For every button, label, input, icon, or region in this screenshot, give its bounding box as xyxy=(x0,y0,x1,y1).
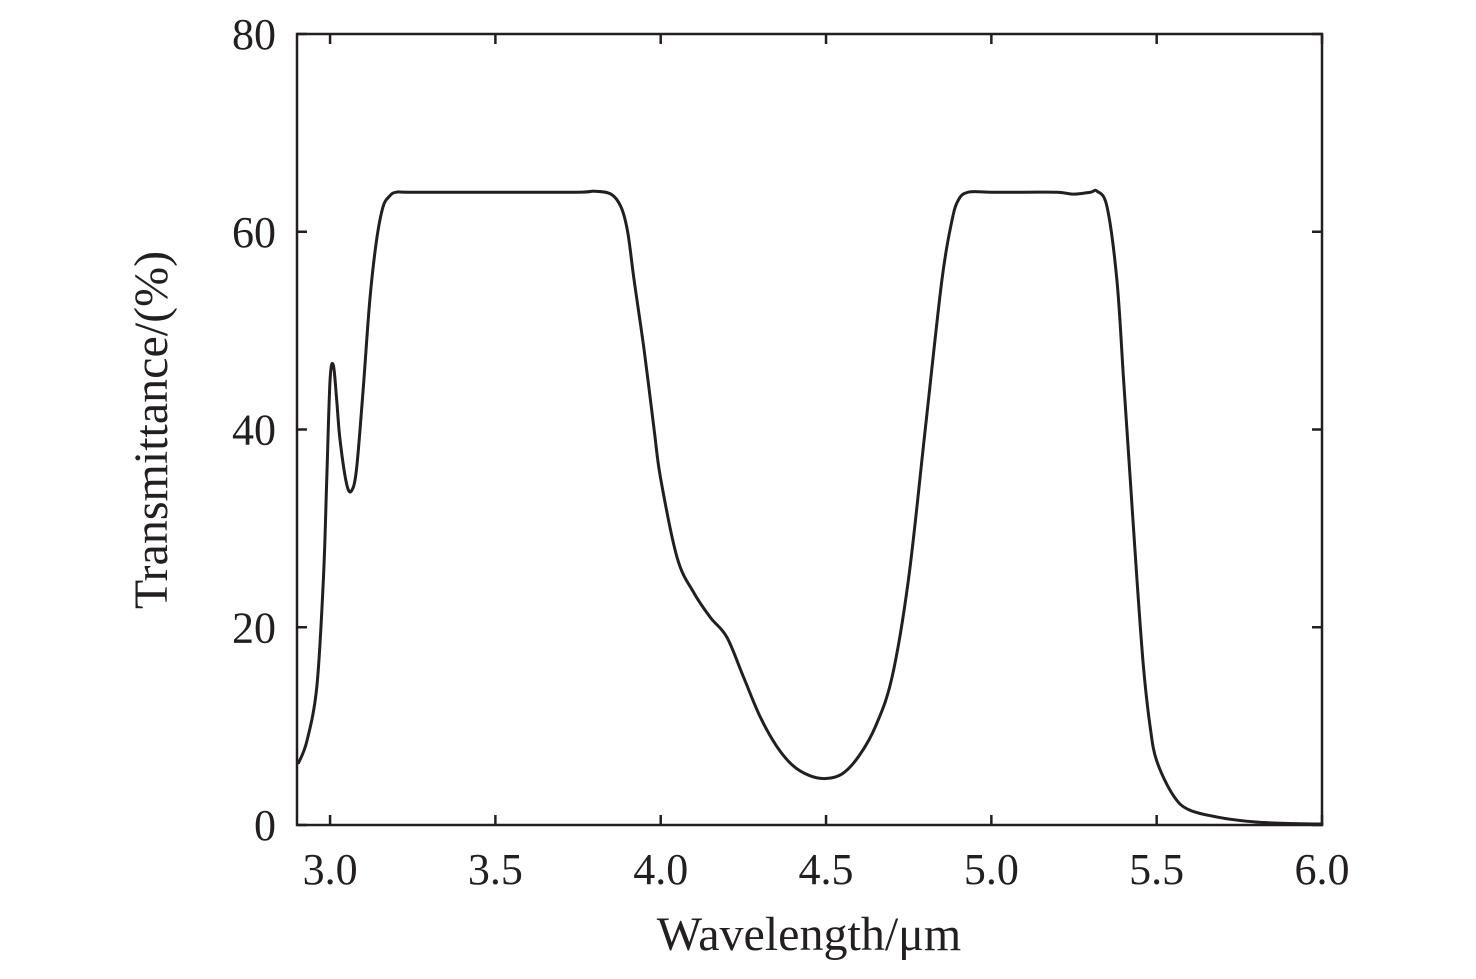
tick-labels-layer: 3.0 3.5 4.0 4.5 5.0 5.5 6.0 0 20 40 60 80 xyxy=(232,10,1350,894)
ticks-layer xyxy=(297,32,1324,827)
x-tick-label: 5.5 xyxy=(1129,845,1184,894)
y-tick-label: 0 xyxy=(254,801,276,850)
x-tick-label: 4.5 xyxy=(799,845,854,894)
x-tick-label: 6.0 xyxy=(1295,845,1350,894)
x-tick-label: 3.5 xyxy=(468,845,523,894)
x-tick-label: 5.0 xyxy=(964,845,1019,894)
series-layer xyxy=(297,188,1324,826)
y-tick-label: 80 xyxy=(232,10,276,59)
y-tick-label: 20 xyxy=(232,603,276,652)
series-line-transmittance xyxy=(297,188,1324,826)
x-tick-label: 3.0 xyxy=(303,845,358,894)
y-tick-label: 40 xyxy=(232,406,276,455)
plot-frame xyxy=(295,32,1324,827)
x-tick-label: 4.0 xyxy=(633,845,688,894)
y-tick-label: 60 xyxy=(232,208,276,257)
y-axis-label: Transmittance/(%) xyxy=(125,251,178,609)
x-axis-label: Wavelength/μm xyxy=(657,908,961,961)
